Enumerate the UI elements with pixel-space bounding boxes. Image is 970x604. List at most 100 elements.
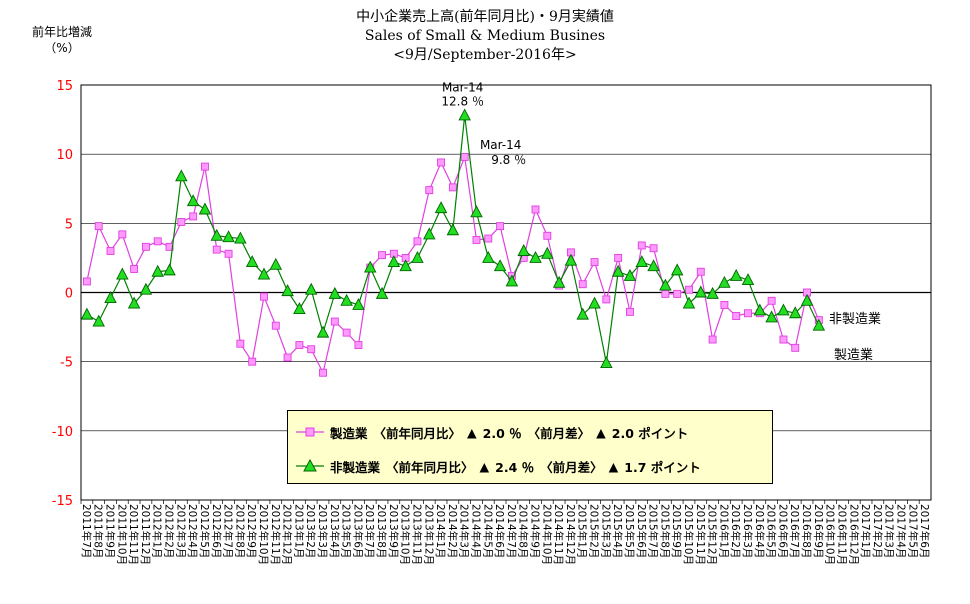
data-point-non-manufacturing [718,275,731,288]
y-tick-label: 10 [56,148,73,163]
x-tick-label: 2014年8月 [517,504,530,558]
data-point-manufacturing [484,234,493,243]
x-tick-label: 2012年10月 [257,504,270,565]
data-point-manufacturing [378,251,386,260]
data-point-manufacturing [696,267,705,276]
data-point-non-manufacturing [399,259,412,272]
data-point-non-manufacturing [729,268,743,281]
data-point-non-manufacturing [434,201,448,214]
data-point-non-manufacturing [517,244,530,256]
data-point-non-manufacturing [493,259,507,272]
data-point-manufacturing [413,237,422,246]
data-point-manufacturing [295,341,304,350]
x-tick-label: 2012年1月 [151,504,164,558]
x-tick-label: 2016年11月 [835,504,848,565]
data-point-manufacturing [106,247,115,255]
data-point-non-manufacturing [647,259,660,272]
x-tick-label: 2015年6月 [635,504,648,558]
data-point-manufacturing [791,343,800,352]
x-tick-label: 2015年12月 [706,504,719,565]
data-point-non-manufacturing [304,282,318,295]
data-point-non-manufacturing [104,291,117,303]
x-tick-label: 2013年4月 [328,504,341,558]
data-point-non-manufacturing [92,314,105,327]
x-tick-label: 2014年11月 [552,504,565,565]
x-tick-label: 2014年6月 [493,504,506,558]
data-point-manufacturing [614,253,623,262]
x-tick-label: 2013年10月 [399,504,412,565]
x-tick-label: 2016年12月 [847,504,860,565]
data-point-manufacturing [201,162,209,171]
x-tick-label: 2013年1月 [292,504,305,558]
y-axis-label: 前年比増減 （%） [30,24,94,56]
data-point-manufacturing [260,292,268,301]
data-point-manufacturing [224,249,233,258]
data-point-non-manufacturing [163,263,176,276]
data-point-non-manufacturing [470,205,483,218]
x-tick-label: 2013年8月 [375,504,388,558]
x-tick-label: 2012年4月 [186,504,199,558]
data-point-manufacturing [319,368,327,377]
data-point-non-manufacturing [635,255,649,268]
x-tick-label: 2014年1月 [434,504,447,558]
legend-name-non-manufacturing: 非製造業 [330,459,381,475]
data-point-manufacturing [283,353,292,362]
series-end-label-manufacturing: 製造業 [834,348,874,363]
title-line-1: 中小企業売上高(前年同月比)・9月実績値 [356,9,614,25]
data-point-non-manufacturing [446,223,460,236]
legend-swatch-manufacturing [296,427,324,437]
data-point-manufacturing [448,183,457,192]
x-tick-label: 2011年10月 [115,504,128,565]
x-tick-label: 2011年9月 [104,504,117,558]
x-tick-label: 2014年9月 [529,504,542,558]
x-tick-label: 2013年12月 [422,504,435,565]
legend-mom-marker-non-manufacturing: ▲ [608,458,619,474]
data-point-non-manufacturing [588,296,601,309]
data-point-manufacturing [248,357,257,366]
x-tick-label: 2012年8月 [233,504,246,558]
data-point-non-manufacturing [234,231,247,244]
x-tick-label: 2014年5月 [481,504,494,558]
data-point-manufacturing [212,245,221,254]
x-tick-label: 2015年11月 [694,504,707,565]
x-tick-label: 2016年1月 [717,504,730,558]
data-point-non-manufacturing [800,293,814,306]
data-point-non-manufacturing [186,194,200,207]
y-tick-label: -5 [60,356,73,371]
data-point-manufacturing [236,339,245,348]
x-tick-label: 2015年3月 [599,504,612,558]
x-tick-label: 2017年2月 [871,504,884,558]
data-point-manufacturing [425,186,434,195]
data-point-non-manufacturing [623,268,637,281]
data-point-manufacturing [649,244,658,253]
data-point-non-manufacturing [753,303,767,316]
x-tick-label: 2015年8月 [658,504,671,558]
data-point-manufacturing [590,258,599,267]
x-tick-label: 2012年9月 [245,504,258,558]
x-tick-label: 2015年1月 [576,504,589,558]
x-tick-label: 2012年7月 [222,504,235,558]
legend-mom-value-manufacturing: 2.0 ポイント [611,425,689,441]
data-point-non-manufacturing [269,257,283,270]
data-point-non-manufacturing [328,286,342,299]
x-tick-label: 2016年6月 [776,504,789,558]
data-point-non-manufacturing [611,264,625,277]
x-tick-label: 2011年11月 [127,504,140,565]
data-point-manufacturing [779,335,788,344]
x-tick-label: 2016年2月 [729,504,742,558]
y-tick-label: -10 [52,425,73,440]
data-point-manufacturing [531,205,540,214]
data-point-manufacturing [330,317,339,326]
data-point-manufacturing [460,152,469,161]
legend-name-manufacturing: 製造業 [330,425,368,441]
data-point-manufacturing [342,328,351,337]
x-tick-label: 2012年12月 [281,504,294,565]
series-end-label-non-manufacturing: 非製造業 [829,312,882,327]
data-point-manufacturing [732,312,741,320]
x-tick-label: 2012年6月 [210,504,223,558]
x-tick-label: 2015年9月 [670,504,683,558]
data-point-non-manufacturing [423,227,436,240]
data-point-manufacturing [271,321,280,330]
legend-mom-value-non-manufacturing: 1.7 ポイント [624,459,701,475]
x-tick-label: 2017年6月 [918,504,931,558]
